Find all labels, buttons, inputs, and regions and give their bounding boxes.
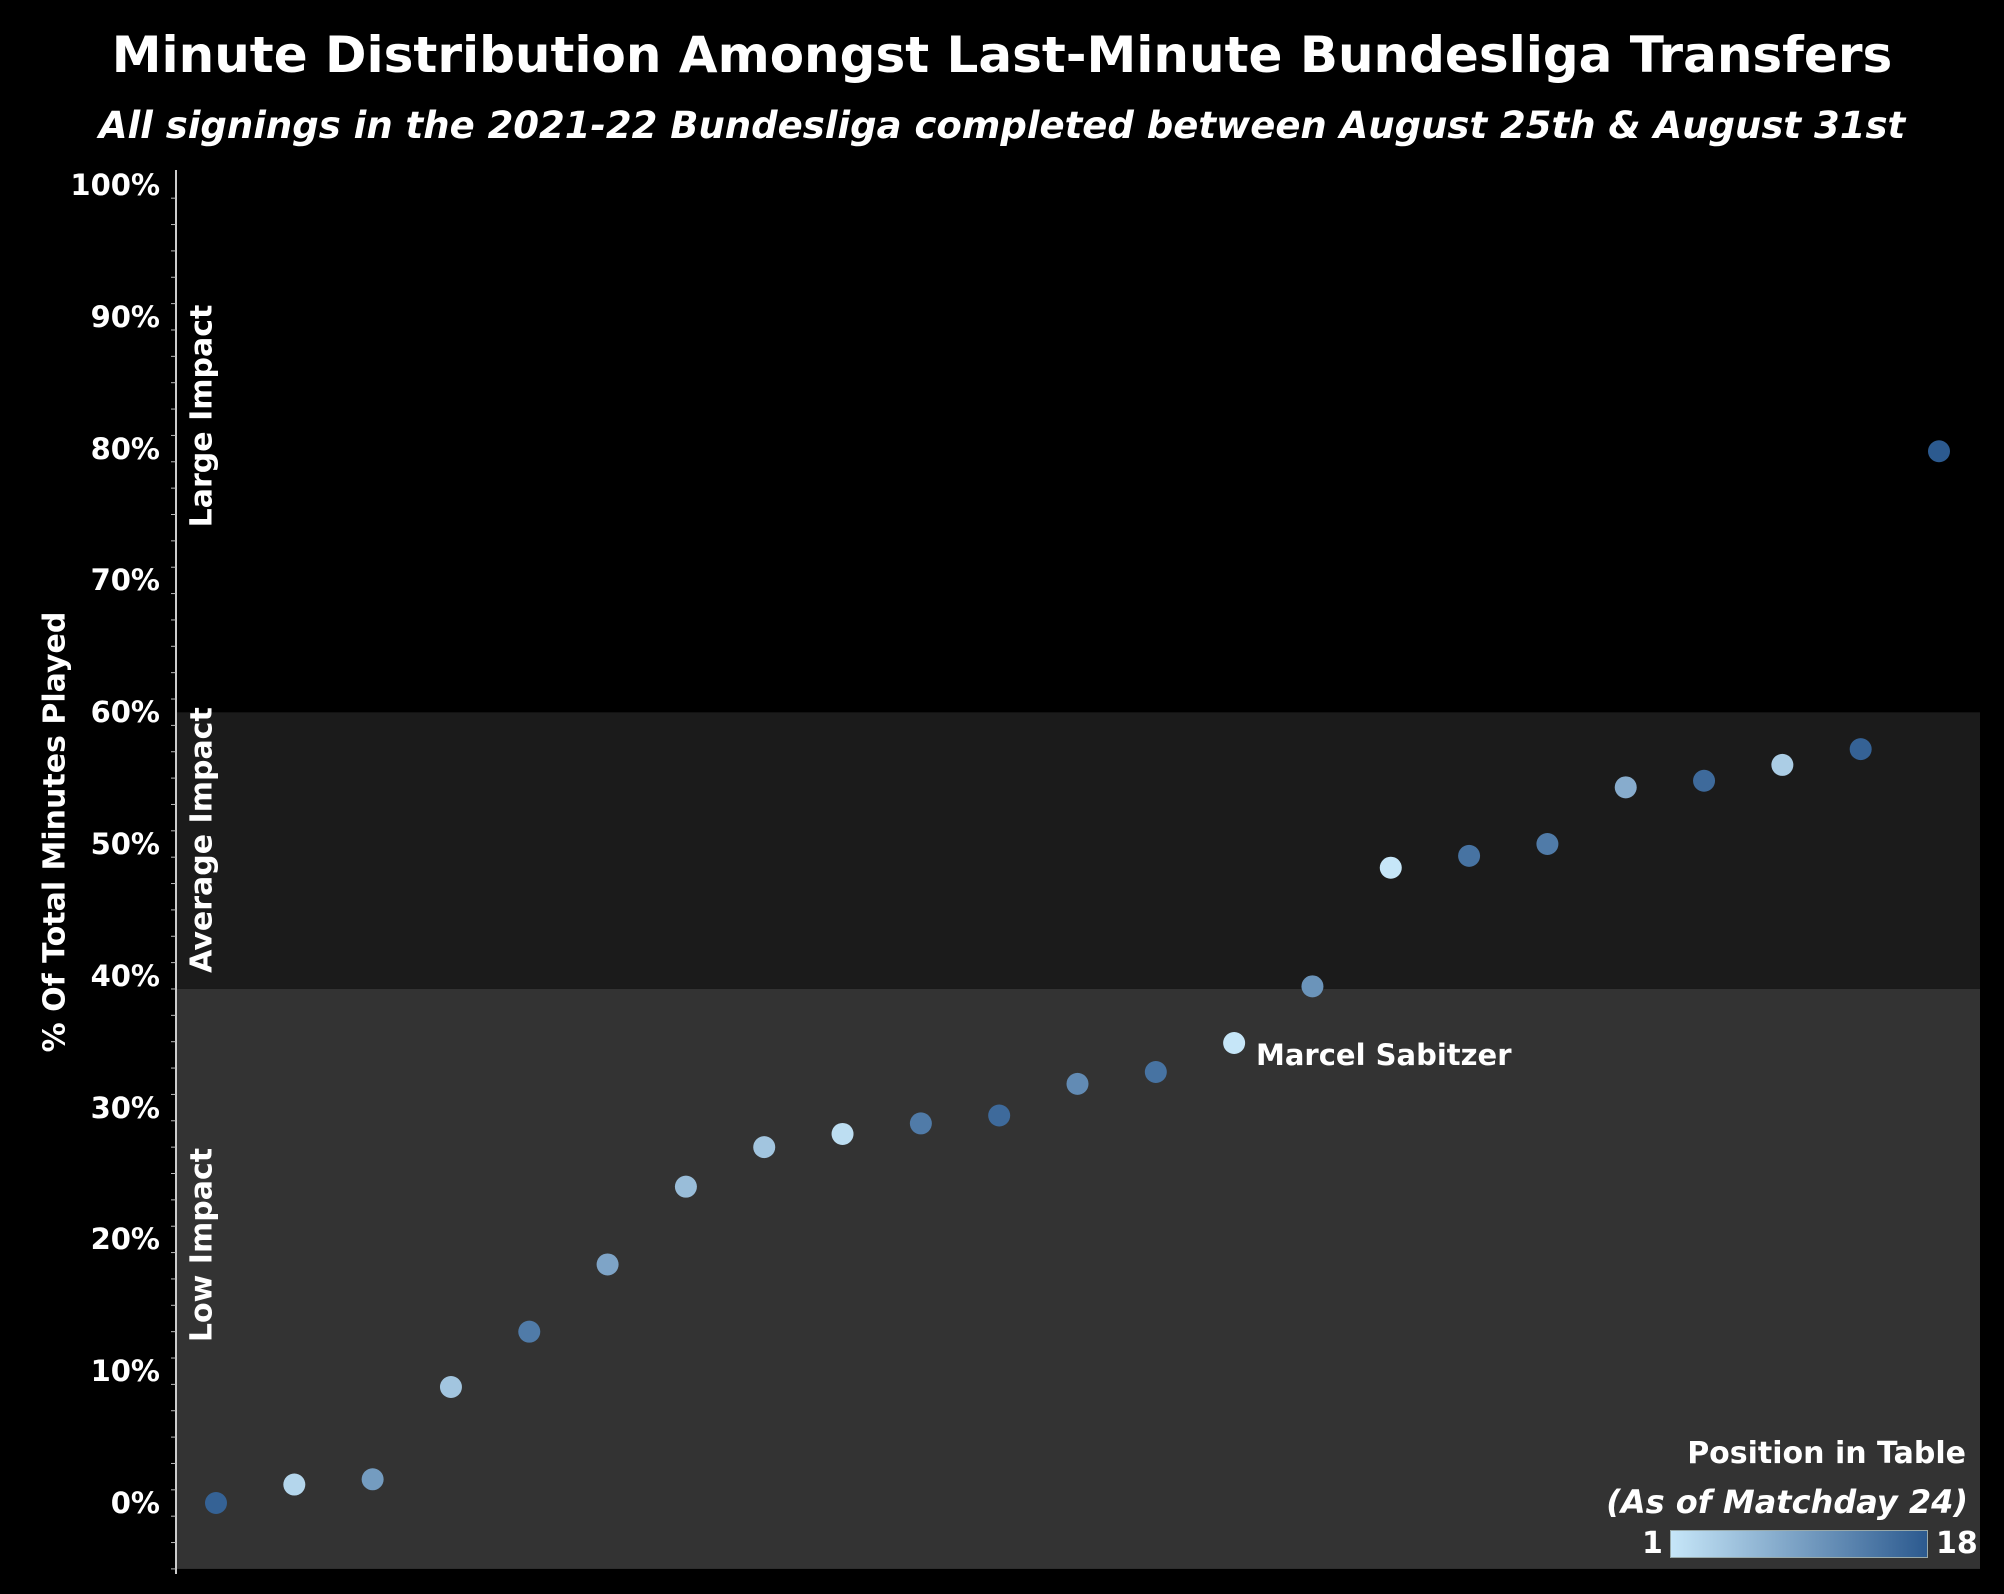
- y-tick-label: 90%: [90, 299, 160, 334]
- data-point: [1693, 769, 1716, 792]
- data-point: [283, 1473, 306, 1496]
- y-tick-label: 0%: [110, 1486, 160, 1520]
- data-point: [1379, 856, 1402, 879]
- data-point: [205, 1492, 227, 1514]
- data-point: [831, 1122, 854, 1145]
- y-tick-label: 80%: [90, 431, 160, 466]
- data-point: [439, 1376, 462, 1399]
- y-tick-label: 50%: [90, 827, 160, 861]
- impact-band-1: [176, 712, 1980, 989]
- data-point: [753, 1136, 776, 1159]
- legend-title: Position in Table: [1687, 1436, 1966, 1471]
- data-point: [518, 1320, 541, 1343]
- y-tick-label: 70%: [90, 563, 160, 598]
- y-tick-label: 10%: [90, 1354, 160, 1389]
- y-tick-label: 20%: [90, 1222, 160, 1257]
- impact-band-2: [176, 185, 1980, 713]
- chart-title: Minute Distribution Amongst Last-Minute …: [111, 26, 1893, 84]
- data-point: [1144, 1061, 1167, 1084]
- data-point: [1614, 776, 1637, 799]
- y-tick-label: 60%: [90, 695, 160, 730]
- data-point: [361, 1468, 384, 1491]
- data-point: [1458, 844, 1481, 867]
- y-axis-label: % Of Total Minutes Played: [37, 611, 73, 1053]
- data-point: [1301, 975, 1324, 998]
- band-label-low: Low Impact: [184, 1147, 220, 1343]
- chart-subtitle: All signings in the 2021-22 Bundesliga c…: [98, 104, 1906, 147]
- legend-min-label: 1: [1642, 1526, 1663, 1561]
- data-point: [1066, 1072, 1089, 1095]
- band-label-large: Large Impact: [184, 304, 220, 528]
- data-point: [988, 1104, 1011, 1127]
- data-point: [1223, 1032, 1246, 1055]
- legend-color-bar: [1670, 1530, 1928, 1558]
- data-point: [909, 1112, 932, 1135]
- data-point: [596, 1253, 619, 1276]
- y-tick-label: 40%: [90, 958, 160, 993]
- y-tick-label: 30%: [90, 1090, 160, 1125]
- data-point: [674, 1175, 697, 1198]
- y-tick-label: 100%: [70, 168, 160, 202]
- data-point: [1536, 833, 1559, 855]
- band-label-average: Average Impact: [184, 707, 220, 973]
- data-point: [1849, 738, 1872, 761]
- data-point: [1928, 440, 1950, 463]
- data-point: [1771, 753, 1794, 776]
- point-annotation: Marcel Sabitzer: [1256, 1038, 1512, 1072]
- legend-subtitle: (As of Matchday 24): [1606, 1483, 1968, 1521]
- legend-max-label: 18: [1936, 1526, 1978, 1561]
